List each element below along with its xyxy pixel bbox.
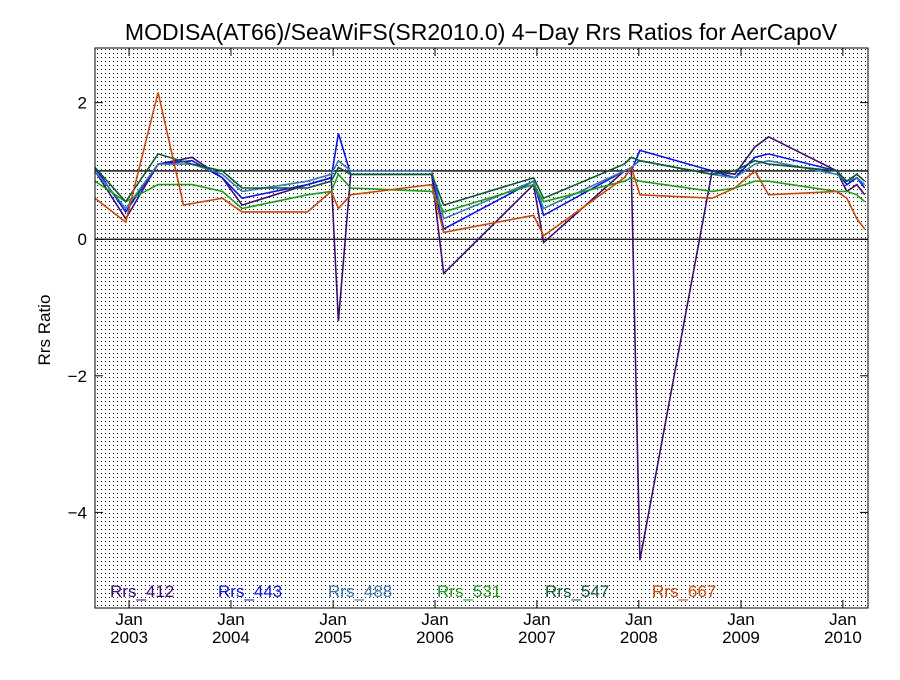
legend-entry-rrs-412: Rrs_412 — [110, 582, 174, 601]
x-tick-label-month: Jan — [421, 610, 448, 629]
series-line-rrs-488 — [95, 159, 866, 220]
y-tick-label: 2 — [78, 94, 87, 113]
legend-entry-rrs-667: Rrs_667 — [652, 582, 716, 601]
plot-frame — [94, 47, 869, 609]
x-tick-label-month: Jan — [625, 610, 652, 629]
series-lines — [95, 92, 866, 561]
y-tick-label: −2 — [68, 367, 87, 386]
legend-entry-rrs-488: Rrs_488 — [328, 582, 392, 601]
legend: Rrs_412 Rrs_443 Rrs_488 Rrs_531 Rrs_547 Rrs_6… — [110, 582, 716, 601]
y-axis-ticks: 2 0 −2 −4 — [68, 94, 868, 522]
x-tick-label-year: 2005 — [314, 628, 352, 647]
x-tick-label-month: Jan — [115, 610, 142, 629]
y-tick-label: −4 — [68, 503, 87, 522]
x-tick-label-month: Jan — [727, 610, 754, 629]
x-tick-label-month: Jan — [523, 610, 550, 629]
legend-entry-rrs-443: Rrs_443 — [218, 582, 282, 601]
x-tick-label-month: Jan — [829, 610, 856, 629]
x-axis-ticks: Jan2003Jan2004Jan2005Jan2006Jan2007Jan20… — [110, 48, 862, 647]
x-tick-label-year: 2010 — [824, 628, 862, 647]
legend-entry-rrs-531: Rrs_531 — [437, 582, 501, 601]
y-axis-label: Rrs Ratio — [35, 295, 54, 366]
x-tick-label-year: 2007 — [518, 628, 556, 647]
y-tick-label: 0 — [78, 230, 87, 249]
x-tick-label-year: 2003 — [110, 628, 148, 647]
x-tick-label-month: Jan — [217, 610, 244, 629]
series-line-rrs-531 — [95, 172, 866, 213]
x-tick-label-month: Jan — [319, 610, 346, 629]
x-tick-label-year: 2009 — [722, 628, 760, 647]
legend-entry-rrs-547: Rrs_547 — [545, 582, 609, 601]
chart-title: MODISA(AT66)/SeaWiFS(SR2010.0) 4−Day Rrs… — [125, 19, 838, 45]
x-tick-label-year: 2006 — [416, 628, 454, 647]
x-tick-label-year: 2004 — [212, 628, 250, 647]
x-tick-label-year: 2008 — [620, 628, 658, 647]
series-line-rrs-547 — [95, 152, 866, 207]
reference-lines — [95, 170, 868, 240]
plot-dotted-grid — [95, 48, 868, 608]
series-line-rrs-667 — [95, 92, 866, 238]
